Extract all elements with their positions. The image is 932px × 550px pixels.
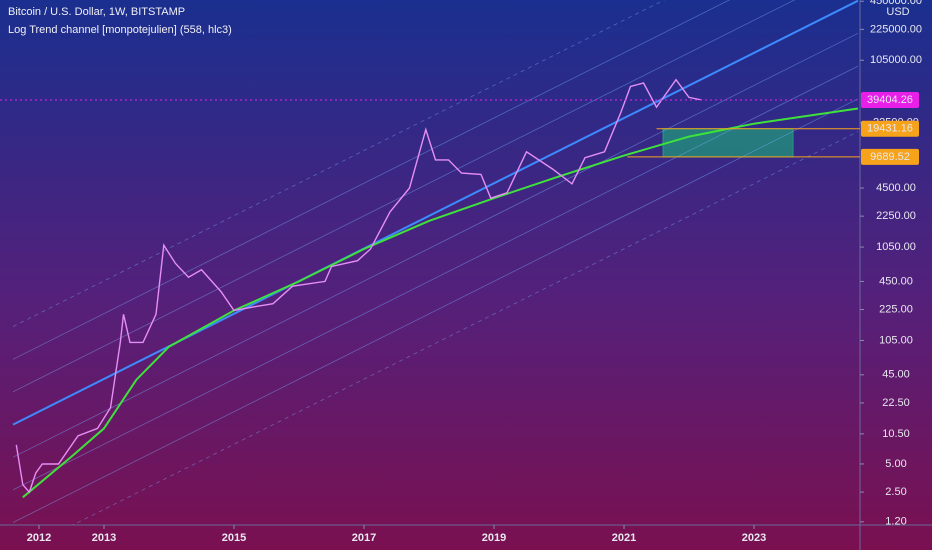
y-tick-label: 1.20	[885, 516, 906, 528]
price-tag-label: 39404.26	[867, 94, 913, 106]
y-tick-label: 225.00	[879, 303, 913, 315]
price-tag	[861, 120, 919, 137]
y-tick-label: 105.00	[879, 334, 913, 346]
y-tick-label: 105000.00	[870, 54, 922, 66]
y-tick-label: 10.50	[882, 428, 910, 440]
x-tick-label: 2015	[222, 532, 246, 544]
series-line	[15, 78, 703, 494]
chart-title: Bitcoin / U.S. Dollar, 1W, BITSTAMP	[8, 6, 185, 18]
series-line	[12, 0, 731, 360]
y-tick-label: 4500.00	[876, 182, 916, 194]
series-line	[12, 65, 859, 491]
axes: 1.20 2.50 5.00 10.50 22.50 45.00 105.00 225.00 4…	[27, 0, 922, 544]
price-tag	[861, 148, 919, 165]
series-line	[71, 131, 859, 525]
series-line	[12, 32, 859, 458]
series-line	[12, 0, 666, 327]
price-tag	[861, 92, 919, 109]
y-tick-label: 450.00	[879, 275, 913, 287]
y-tick-label: 45.00	[882, 369, 910, 381]
y-tick-label: 5.00	[885, 458, 906, 470]
x-tick-label: 2012	[27, 532, 51, 544]
y-tick-label: 2250.00	[876, 210, 916, 222]
target-zone	[662, 128, 794, 158]
plot-area	[0, 0, 860, 525]
x-tick-label: 2021	[612, 532, 636, 544]
x-tick-label: 2019	[482, 532, 506, 544]
y-tick-label: 225000.00	[870, 23, 922, 35]
price-tag-label: 9689.52	[870, 151, 910, 163]
series-line	[12, 98, 859, 523]
x-tick-label: 2013	[92, 532, 116, 544]
y-tick-label: 1050.00	[876, 241, 916, 253]
series-line	[12, 0, 859, 426]
x-tick-label: 2023	[742, 532, 766, 544]
y-unit: USD	[886, 6, 909, 18]
y-tick-label: 2.50	[885, 486, 906, 498]
y-tick-label: 22.50	[882, 397, 910, 409]
series-line	[12, 0, 796, 393]
y-tick-label: 450000.00	[870, 0, 922, 7]
price-tag-label: 19431.16	[867, 123, 913, 135]
indicator-name: Log Trend channel [monpotejulien] (558, …	[8, 24, 232, 36]
x-tick-label: 2017	[352, 532, 376, 544]
series-line	[22, 107, 859, 499]
